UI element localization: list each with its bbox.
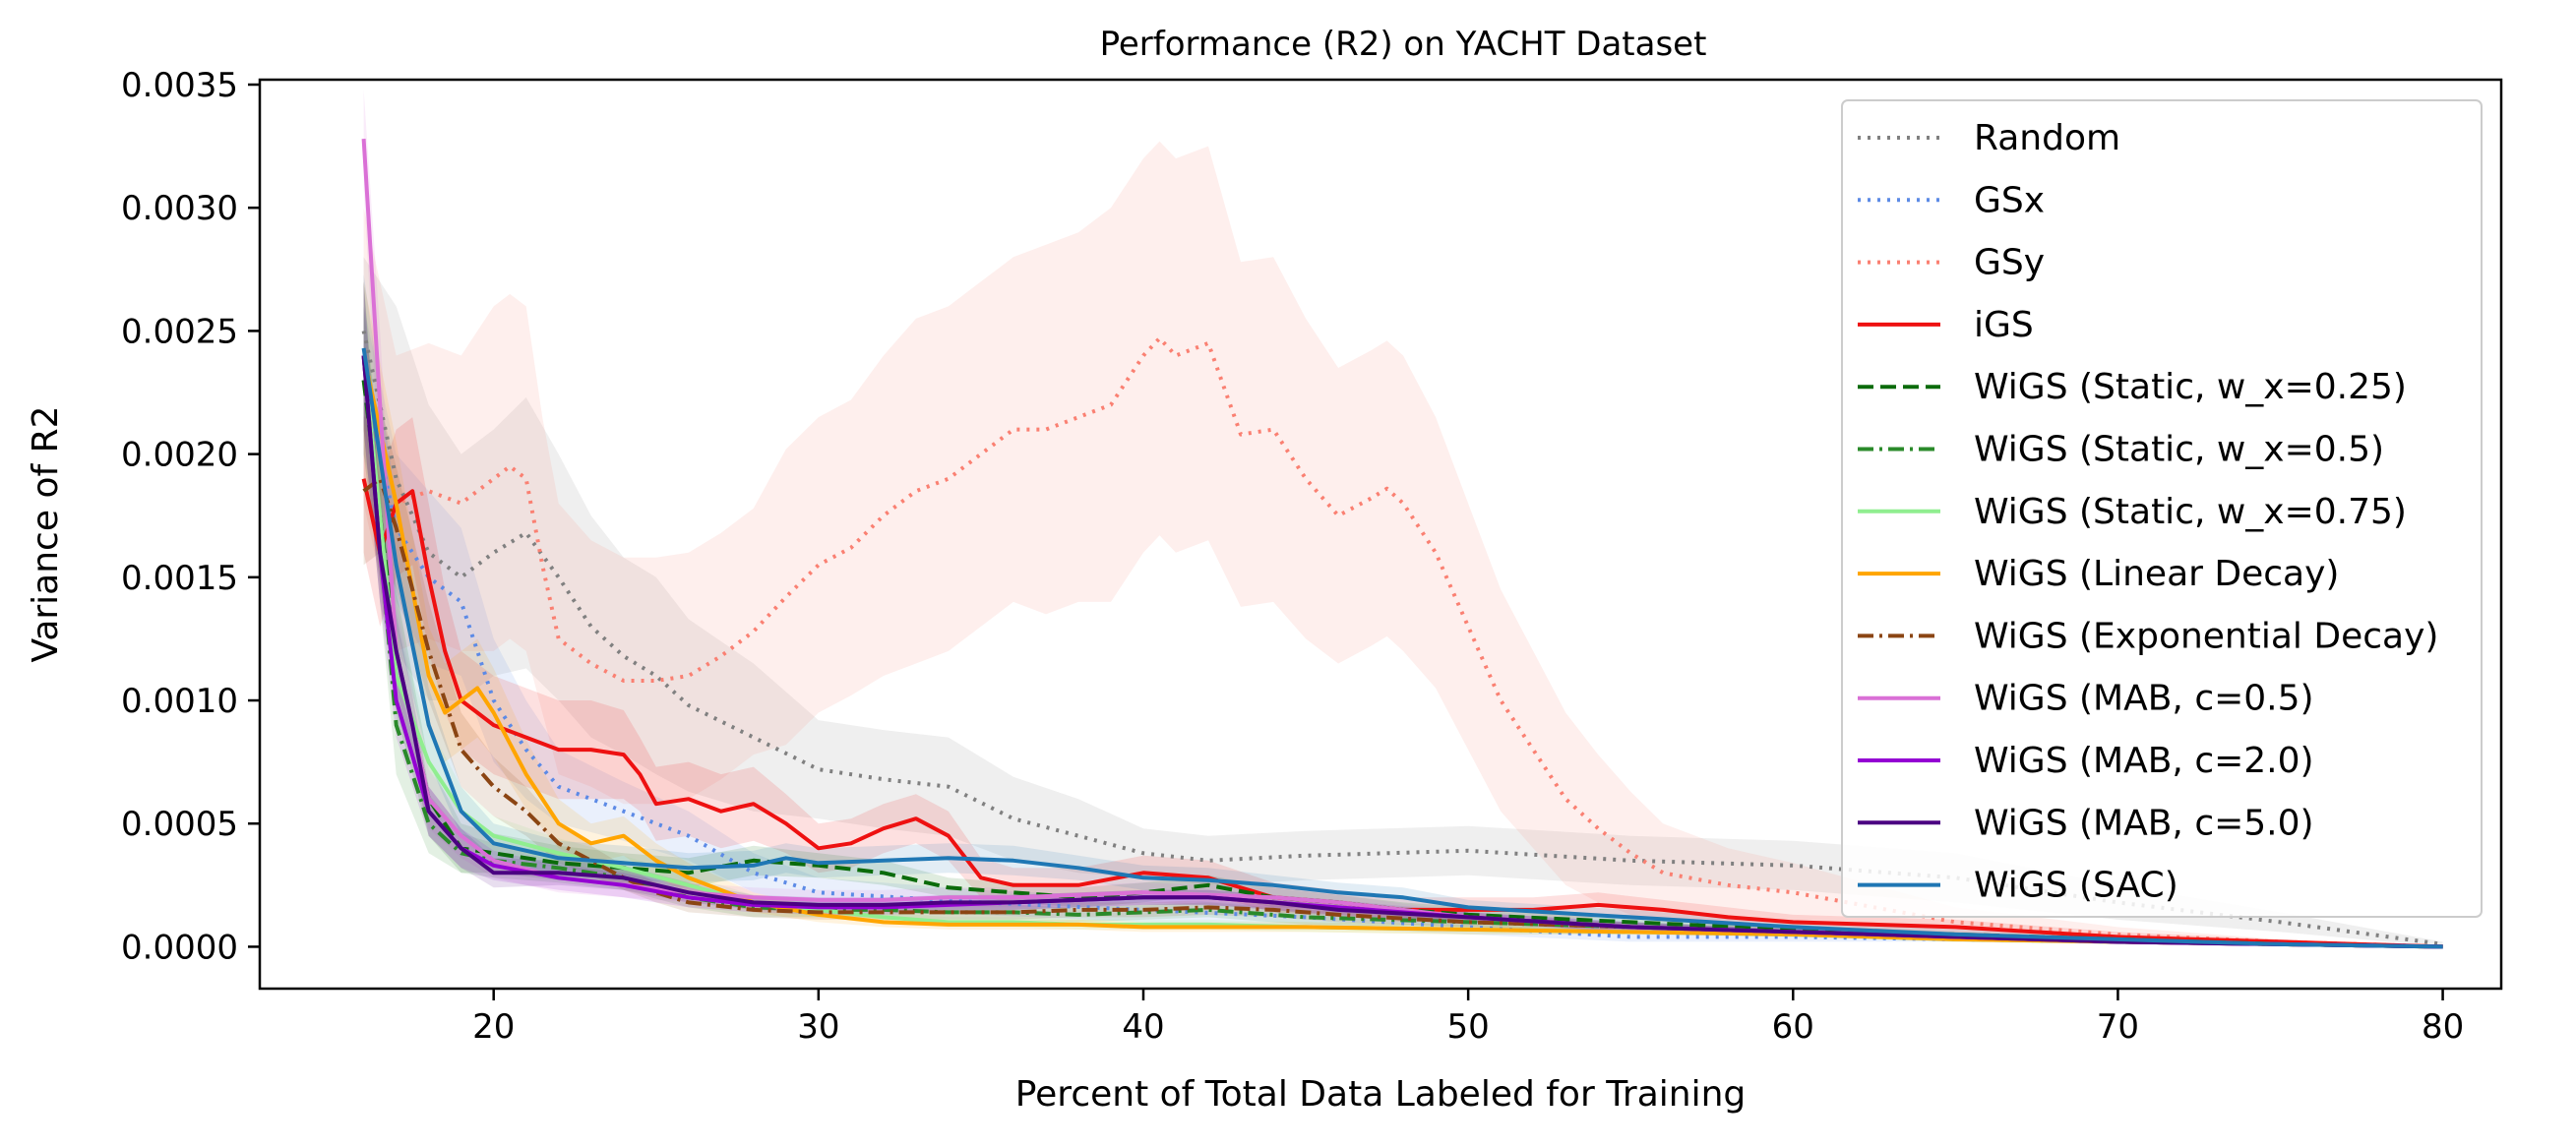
band-gsy	[363, 141, 2443, 947]
legend-label: WiGS (MAB, c=0.5)	[1974, 679, 2314, 719]
legend-label: WiGS (Static, w_x=0.25)	[1974, 367, 2407, 407]
y-tick-label: 0.0020	[121, 436, 238, 475]
line-wigs-sac	[361, 347, 2443, 949]
legend-label: WiGS (Exponential Decay)	[1974, 616, 2438, 656]
plot-frame	[258, 78, 2503, 991]
chart-title: Performance (R2) on YACHT Dataset	[1100, 25, 1707, 64]
y-tick-label: 0.0035	[121, 66, 238, 105]
x-tick-label: 70	[2097, 1007, 2139, 1047]
legend-label: GSy	[1974, 243, 2045, 283]
legend-box	[1841, 99, 2483, 918]
y-tick-label: 0.0025	[121, 312, 238, 351]
line-gsx	[361, 380, 2443, 949]
line-wigs-mab-c-5-0	[361, 355, 2443, 949]
legend-label: iGS	[1974, 305, 2034, 345]
x-axis-label: Percent of Total Data Labeled for Traini…	[1015, 1074, 1747, 1115]
x-tick-label: 80	[2422, 1007, 2464, 1047]
y-tick-label: 0.0000	[121, 928, 238, 967]
y-tick-label: 0.0010	[121, 682, 238, 721]
x-tick-label: 30	[797, 1007, 839, 1047]
y-tick-label: 0.0015	[121, 559, 238, 598]
legend-label: WiGS (Linear Decay)	[1974, 554, 2339, 594]
band-igs	[363, 404, 2443, 947]
legend-label: Random	[1974, 118, 2120, 158]
y-tick-label: 0.0005	[121, 805, 238, 844]
y-tick-label: 0.0030	[121, 189, 238, 228]
line-igs	[361, 478, 2443, 949]
x-tick-label: 60	[1772, 1007, 1814, 1047]
y-axis-ticks: 0.0000 0.0005 0.0010 0.0015 0.0020 0.0025 0.00…	[121, 66, 260, 967]
legend-label: WiGS (Static, w_x=0.75)	[1974, 492, 2407, 532]
band-random	[363, 257, 2443, 947]
x-tick-label: 20	[472, 1007, 515, 1047]
line-gsy	[361, 335, 2443, 949]
series-lines	[361, 138, 2443, 949]
line-wigs-linear-decay	[361, 355, 2443, 949]
x-tick-label: 50	[1447, 1007, 1490, 1047]
legend-label: WiGS (MAB, c=2.0)	[1974, 741, 2314, 781]
legend-label: WiGS (Static, w_x=0.5)	[1974, 430, 2384, 470]
line-random	[361, 330, 2443, 946]
legend-label: GSx	[1974, 180, 2045, 220]
legend: Random GSx GSy iGS WiGS (Static, w_x=0.25) Wi…	[1841, 99, 2483, 918]
legend-label: WiGS (MAB, c=5.0)	[1974, 803, 2314, 843]
x-tick-label: 40	[1122, 1007, 1164, 1047]
legend-label: WiGS (SAC)	[1974, 866, 2178, 906]
x-axis-ticks: 20 30 40 50 60 70 80	[472, 989, 2464, 1047]
y-axis-label: Variance of R2	[26, 405, 66, 662]
